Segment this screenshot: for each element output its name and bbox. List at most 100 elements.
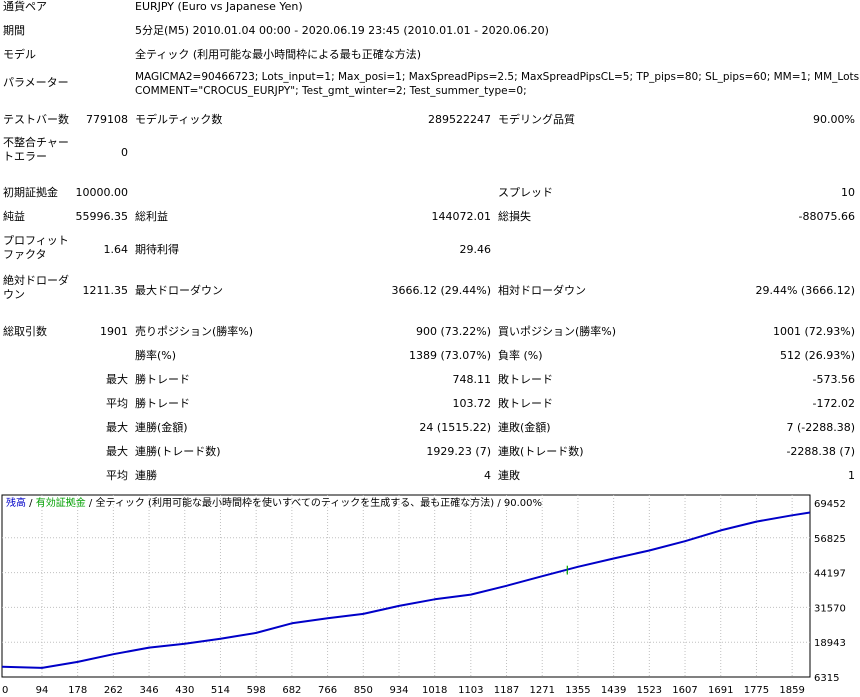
- long-value: 1001 (72.93%): [772, 325, 855, 338]
- max-dd-value: 3666.12 (29.44%): [391, 284, 491, 297]
- gross-profit-value: 144072.01: [431, 210, 492, 223]
- consec-count-prefix: 最大: [106, 445, 128, 458]
- x-tick-label: 1187: [494, 685, 519, 696]
- loss-rate-value: 512 (26.93%): [779, 349, 855, 362]
- legend-sep: /: [26, 498, 36, 509]
- legend-rest: / 全ティック (利用可能な最小時間枠を使いすべてのティックを生成する、最も正確…: [85, 498, 542, 509]
- plot-frame: [1, 494, 811, 678]
- balance-line: [1, 511, 811, 669]
- avg-consec-losses-value: 1: [848, 469, 855, 482]
- model-value: 全ティック (利用可能な最小時間枠による最も正確な方法): [135, 48, 422, 61]
- period-label: 期間: [3, 24, 25, 37]
- y-tick-label: 69452: [814, 499, 846, 510]
- win-rate-label: 勝率(%): [135, 349, 177, 362]
- bars-label: テストバー数: [3, 113, 69, 126]
- trades-label: 総取引数: [3, 325, 47, 338]
- average-prefix: 平均: [106, 397, 128, 410]
- params-line1: MAGICMA2=90466723; Lots_input=1; Max_pos…: [135, 71, 860, 83]
- legend-equity: 有効証拠金: [35, 498, 86, 509]
- x-tick-label: 1271: [529, 685, 554, 696]
- win-rate-value: 1389 (73.07%): [408, 349, 491, 362]
- x-tick-label: 598: [247, 685, 266, 696]
- max-consec-loss-label: 連敗(トレード数): [498, 445, 584, 458]
- avg-consec-wins-value: 4: [484, 469, 491, 482]
- x-tick-label: 1439: [601, 685, 626, 696]
- legend-balance: 残高: [6, 498, 26, 509]
- avg-loss-label: 敗トレード: [498, 397, 553, 410]
- max-consec-wins-value: 24 (1515.22): [419, 421, 491, 434]
- params-label: パラメーター: [3, 76, 69, 89]
- x-tick-label: 0: [2, 685, 8, 696]
- x-tick-label: 1103: [458, 685, 483, 696]
- deposit-value: 10000.00: [75, 186, 129, 199]
- ticks-label: モデルティック数: [135, 113, 223, 126]
- x-tick-label: 346: [140, 685, 159, 696]
- x-tick-label: 1859: [779, 685, 804, 696]
- y-tick-label: 31570: [814, 603, 846, 614]
- period-value: 5分足(M5) 2010.01.04 00:00 - 2020.06.19 23…: [135, 24, 549, 37]
- x-tick-label: 1523: [637, 685, 662, 696]
- x-tick-label: 94: [36, 685, 49, 696]
- mismatch-label: 不整合チャートエラー: [3, 136, 69, 163]
- long-label: 買いポジション(勝率%): [498, 325, 617, 338]
- x-tick-label: 766: [318, 685, 337, 696]
- trades-value: 1901: [100, 325, 128, 338]
- x-tick-label: 850: [354, 685, 373, 696]
- pair-value: EURJPY (Euro vs Japanese Yen): [135, 0, 303, 13]
- avg-consec-prefix: 平均: [106, 469, 128, 482]
- deposit-label: 初期証拠金: [3, 186, 58, 199]
- x-tick-label: 682: [282, 685, 301, 696]
- pf-value: 1.64: [103, 243, 129, 256]
- largest-win-value: 748.11: [452, 373, 492, 386]
- largest-prefix: 最大: [106, 373, 128, 386]
- max-dd-label: 最大ドローダウン: [135, 284, 223, 297]
- gross-profit-label: 総利益: [135, 210, 168, 223]
- mismatch-value: 0: [121, 146, 128, 159]
- avg-consec-wins-label: 連勝: [135, 469, 157, 482]
- x-tick-label: 430: [175, 685, 194, 696]
- net-value: 55996.35: [75, 210, 129, 223]
- pf-label: プロフィットファクタ: [3, 234, 69, 261]
- params-line2: COMMENT="CROCUS_EURJPY"; Test_gmt_winter…: [135, 85, 527, 97]
- max-consec-wins-label: 連勝(金額): [135, 421, 188, 434]
- abs-dd-label: 絶対ドローダウン: [3, 274, 69, 301]
- consec-money-prefix: 最大: [106, 421, 128, 434]
- quality-value: 90.00%: [813, 113, 855, 126]
- max-consec-profit-value: 1929.23 (7): [426, 445, 491, 458]
- pair-label: 通貨ペア: [3, 0, 47, 13]
- x-tick-label: 178: [68, 685, 87, 696]
- loss-rate-label: 負率 (%): [498, 349, 543, 362]
- gross-loss-value: -88075.66: [798, 210, 855, 223]
- ticks-value: 289522247: [428, 113, 491, 126]
- largest-loss-value: -573.56: [812, 373, 855, 386]
- spread-label: スプレッド: [498, 186, 553, 199]
- y-tick-label: 18943: [814, 638, 846, 649]
- x-tick-label: 1775: [744, 685, 769, 696]
- balance-chart: 69452 56825 44197 31570 18943 6315 0 94 178 262 34…: [1, 494, 846, 696]
- rel-dd-value: 29.44% (3666.12): [755, 284, 855, 297]
- bars-value: 779108: [86, 113, 128, 126]
- max-consec-loss-value: -2288.38 (7): [786, 445, 855, 458]
- avg-consec-losses-label: 連敗: [498, 469, 520, 482]
- avg-win-value: 103.72: [452, 397, 492, 410]
- expected-label: 期待利得: [135, 243, 179, 256]
- max-consec-losses-label: 連敗(金額): [498, 421, 551, 434]
- gross-loss-label: 総損失: [498, 210, 531, 223]
- expected-value: 29.46: [459, 243, 492, 256]
- y-tick-label: 6315: [814, 673, 839, 684]
- y-tick-label: 56825: [814, 534, 846, 545]
- quality-label: モデリング品質: [498, 113, 575, 126]
- avg-win-label: 勝トレード: [135, 397, 190, 410]
- x-tick-label: 514: [211, 685, 230, 696]
- x-tick-label: 934: [389, 685, 408, 696]
- x-tick-label: 1018: [422, 685, 447, 696]
- y-tick-label: 44197: [814, 569, 846, 580]
- model-label: モデル: [3, 48, 36, 61]
- max-consec-losses-value: 7 (-2288.38): [786, 421, 855, 434]
- chart-legend: 残高 / 有効証拠金 / 全ティック (利用可能な最小時間枠を使いすべてのティッ…: [6, 497, 542, 511]
- max-consec-profit-label: 連勝(トレード数): [135, 445, 221, 458]
- x-tick-label: 262: [104, 685, 123, 696]
- largest-win-label: 勝トレード: [135, 373, 190, 386]
- short-value: 900 (73.22%): [415, 325, 491, 338]
- x-tick-label: 1355: [565, 685, 590, 696]
